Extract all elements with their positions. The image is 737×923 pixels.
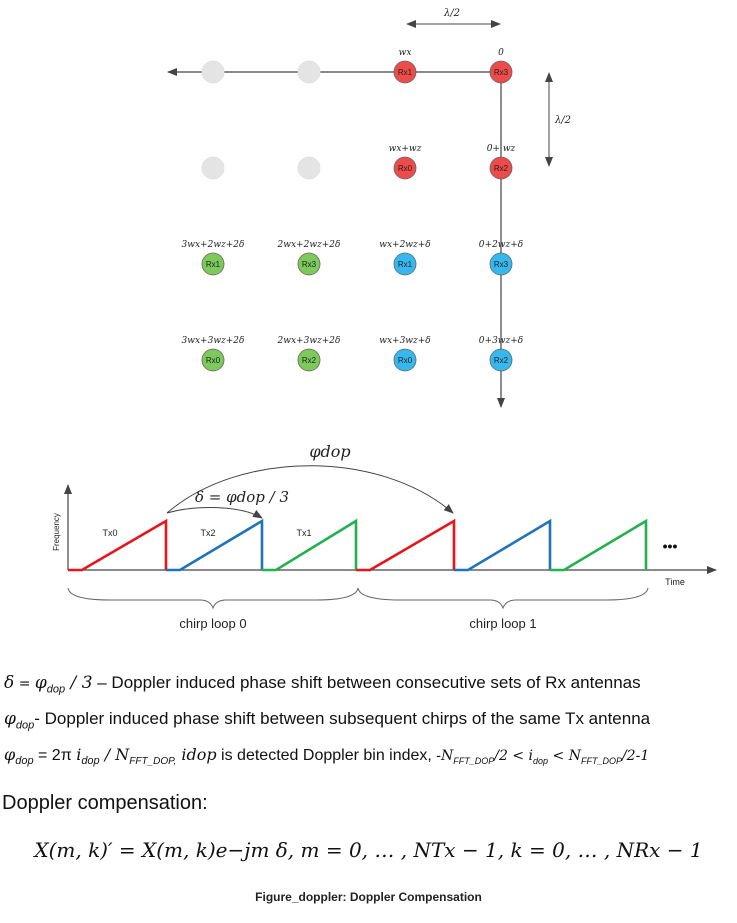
antenna-node xyxy=(489,252,513,276)
antenna-array: λ/2 λ/2 Rx1 wx Rx3 0 Rx0 wx+wz Rx2 0+ wz Rx1 3wx+… xyxy=(167,8,571,408)
antenna-label: Rx3 xyxy=(494,68,509,77)
idop-desc: is detected Doppler bin index, xyxy=(216,747,437,764)
antenna-label: Rx2 xyxy=(494,164,509,173)
tx-label: Tx0 xyxy=(102,528,117,538)
antenna-node xyxy=(489,156,513,180)
antenna-node xyxy=(297,348,321,372)
cond-sub1: FFT_DOP xyxy=(453,756,495,767)
idop-word: idop xyxy=(176,745,217,764)
phi-sym: φ xyxy=(34,673,47,693)
antenna-label: Rx0 xyxy=(398,356,413,365)
chirp-diagram: Frequency Time φdop δ = φdop / 3 Tx0 Tx2 T… xyxy=(52,442,717,631)
cond-end: < N xyxy=(548,748,581,764)
antenna-label: Rx0 xyxy=(398,164,413,173)
eq-sign: = xyxy=(14,676,35,692)
doppler-figure: λ/2 λ/2 Rx1 wx Rx3 0 Rx0 wx+wz Rx2 0+ wz Rx1 3wx+… xyxy=(52,8,717,631)
tx-label: Tx1 xyxy=(296,528,311,538)
antenna-node xyxy=(393,60,417,84)
phase-weight-label: 0 xyxy=(498,48,504,58)
phase-weight-label: 2wx+3wz+2δ xyxy=(277,336,341,346)
delta-label: δ = φdop / 3 xyxy=(195,488,289,506)
cond-tail: /2-1 xyxy=(621,748,650,764)
cond-sub3: FFT_DOP xyxy=(580,756,622,767)
dop-sub-3: dop xyxy=(15,755,34,768)
antenna-node xyxy=(201,348,225,372)
two-pi: = 2π xyxy=(33,747,77,764)
phi-sym-2: φ xyxy=(4,709,16,729)
phase-weight-label: 2wx+2wz+2δ xyxy=(277,240,341,250)
phase-weight-label: wx+2wz+δ xyxy=(379,240,430,250)
dop-sub-2: dop xyxy=(15,719,35,732)
delta-arc xyxy=(166,507,263,519)
antenna-node xyxy=(297,252,321,276)
phase-weight-label: 0+2wz+δ xyxy=(479,240,523,250)
loop1-brace xyxy=(357,587,649,610)
antenna-node xyxy=(297,156,321,180)
chirp-ramp xyxy=(356,518,456,572)
phase-weight-label: 3wx+3wz+2δ xyxy=(182,336,245,346)
phi-desc: - Doppler induced phase shift between su… xyxy=(34,709,651,728)
loop0-label: chirp loop 0 xyxy=(179,616,246,631)
antenna-node xyxy=(489,348,513,372)
chirp-ramp xyxy=(166,518,264,572)
i-sym: i xyxy=(76,745,82,764)
phase-weight-label: 0+3wz+δ xyxy=(479,336,523,346)
slash-n: / N xyxy=(99,745,130,764)
ellipsis: ••• xyxy=(663,538,678,554)
figure-caption: Figure_doppler: Doppler Compensation xyxy=(255,890,482,904)
cond-mid: /2 < i xyxy=(494,748,534,764)
phi-label: φdop xyxy=(309,442,350,461)
antenna-label: Rx1 xyxy=(398,260,413,269)
antenna-node xyxy=(393,252,417,276)
antenna-node xyxy=(489,60,513,84)
antenna-node xyxy=(393,348,417,372)
antenna-node xyxy=(201,60,225,84)
cond-sub2: dop xyxy=(533,756,549,767)
lambda-h-label: λ/2 xyxy=(443,8,460,19)
y-axis-label: Frequency xyxy=(52,513,61,551)
phi-formula-line: φdop = 2π idop / NFFT_DOP, idop is detec… xyxy=(4,745,649,767)
antenna-label: Rx2 xyxy=(494,356,509,365)
antenna-label: Rx3 xyxy=(494,260,509,269)
loop0-brace xyxy=(67,587,359,610)
delta-definition: δ = φdop / 3 – Doppler induced phase shi… xyxy=(4,673,641,695)
dop-sub: dop xyxy=(46,683,66,696)
phi-definition: φdop- Doppler induced phase shift betwee… xyxy=(4,709,650,731)
delta-desc: – Doppler induced phase shift between co… xyxy=(92,673,641,692)
delta-sym: δ xyxy=(4,673,15,693)
antenna-label: Rx0 xyxy=(206,356,221,365)
phase-weight-label: wx+3wz+δ xyxy=(379,336,430,346)
n-sub: FFT_DOP, xyxy=(129,756,177,768)
phase-weight-label: 3wx+2wz+2δ xyxy=(182,240,245,250)
antenna-label: Rx1 xyxy=(206,260,221,269)
cond-start: -N xyxy=(436,748,454,764)
antenna-node xyxy=(201,252,225,276)
phi-symbol: φdop xyxy=(309,442,350,461)
antenna-node xyxy=(201,156,225,180)
chirp-ramp xyxy=(550,518,648,572)
chirp-ramp xyxy=(68,518,168,572)
lambda-v-label: λ/2 xyxy=(554,115,571,126)
phase-weight-label: wx+wz xyxy=(389,144,422,154)
chirp-ramp xyxy=(262,518,358,572)
phase-weight-label: 0+ wz xyxy=(487,144,516,154)
phi-sym-3: φ xyxy=(4,745,16,764)
antenna-node xyxy=(393,156,417,180)
x-axis-label: Time xyxy=(665,577,685,587)
antenna-label: Rx3 xyxy=(302,260,317,269)
antenna-node xyxy=(297,60,321,84)
chirp-ramp xyxy=(454,518,552,572)
phase-weight-label: wx xyxy=(399,48,412,58)
doppler-compensation-heading: Doppler compensation: xyxy=(2,792,208,814)
tx-label: Tx2 xyxy=(200,528,215,538)
div3: / 3 xyxy=(65,673,93,693)
antenna-label: Rx1 xyxy=(398,68,413,77)
phi-arc xyxy=(166,465,454,514)
loop1-label: chirp loop 1 xyxy=(469,616,536,631)
compensation-formula: X(m, k)′ = X(m, k)e−jm δ, m = 0, … , NTx… xyxy=(34,838,703,862)
i-sub: dop xyxy=(81,755,100,768)
antenna-label: Rx2 xyxy=(302,356,317,365)
